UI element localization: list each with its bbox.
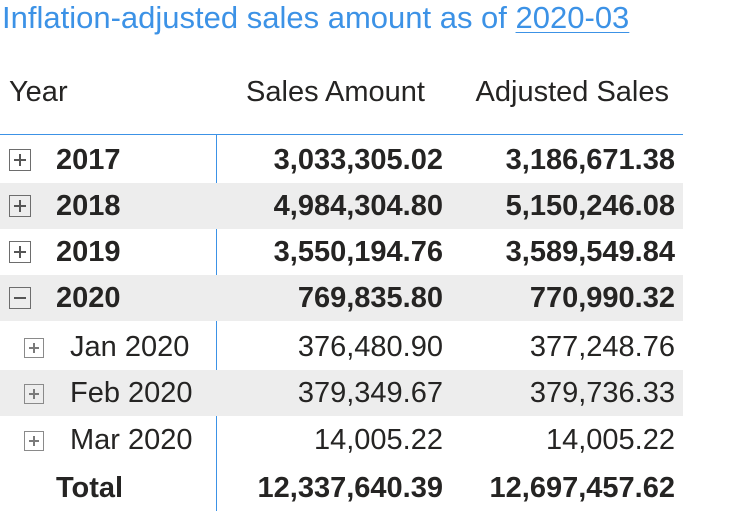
table-row-2020: 2020 769,835.80 770,990.32: [0, 275, 683, 321]
total-label: Total: [56, 472, 124, 504]
adjusted-sales-cell: 3,186,671.38: [505, 144, 675, 176]
adjusted-sales-cell: 770,990.32: [529, 282, 675, 314]
table-row-feb-2020: Feb 2020 379,349.67 379,736.33: [0, 370, 683, 416]
row-label: Mar 2020: [70, 424, 193, 456]
row-label: 2018: [56, 190, 121, 222]
sales-amount-cell: 379,349.67: [297, 377, 443, 409]
sales-amount-cell: 3,550,194.76: [273, 236, 443, 268]
adjusted-sales-cell: 379,736.33: [529, 377, 675, 409]
expand-plus-icon[interactable]: [24, 384, 44, 404]
row-header-divider: [216, 135, 217, 511]
row-label: 2020: [56, 282, 121, 314]
row-label: Jan 2020: [70, 331, 190, 363]
expand-plus-icon[interactable]: [9, 195, 31, 217]
header-divider: [0, 134, 683, 135]
report-title: Inflation-adjusted sales amount as of 20…: [2, 0, 629, 38]
total-adjusted-sales-cell: 12,697,457.62: [489, 472, 675, 504]
title-text: Inflation-adjusted sales amount as of: [2, 0, 516, 35]
expand-plus-icon[interactable]: [9, 241, 31, 263]
adjusted-sales-cell: 5,150,246.08: [505, 190, 675, 222]
column-header-adjusted-sales[interactable]: Adjusted Sales: [475, 76, 669, 108]
expand-plus-icon[interactable]: [9, 149, 31, 171]
sales-amount-cell: 4,984,304.80: [273, 190, 443, 222]
table-row-2017: 2017 3,033,305.02 3,186,671.38: [0, 137, 683, 183]
adjusted-sales-cell: 3,589,549.84: [505, 236, 675, 268]
table-row-jan-2020: Jan 2020 376,480.90 377,248.76: [0, 324, 683, 370]
sales-amount-cell: 14,005.22: [313, 424, 443, 456]
column-header-sales-amount[interactable]: Sales Amount: [246, 76, 425, 108]
total-sales-amount-cell: 12,337,640.39: [257, 472, 443, 504]
row-label: 2017: [56, 144, 121, 176]
column-header-year[interactable]: Year: [9, 76, 68, 108]
adjusted-sales-cell: 377,248.76: [529, 331, 675, 363]
table-row-total: Total 12,337,640.39 12,697,457.62: [0, 465, 683, 511]
sales-amount-cell: 769,835.80: [297, 282, 443, 314]
table-row-2018: 2018 4,984,304.80 5,150,246.08: [0, 183, 683, 229]
expand-plus-icon[interactable]: [24, 338, 44, 358]
row-label: 2019: [56, 236, 121, 268]
collapse-minus-icon[interactable]: [9, 287, 31, 309]
sales-amount-cell: 3,033,305.02: [273, 144, 443, 176]
sales-amount-cell: 376,480.90: [297, 331, 443, 363]
table-row-mar-2020: Mar 2020 14,005.22 14,005.22: [0, 417, 683, 463]
expand-plus-icon[interactable]: [24, 431, 44, 451]
adjusted-sales-cell: 14,005.22: [545, 424, 675, 456]
title-date-link[interactable]: 2020-03: [515, 0, 630, 35]
table-row-2019: 2019 3,550,194.76 3,589,549.84: [0, 229, 683, 275]
row-label: Feb 2020: [70, 377, 193, 409]
